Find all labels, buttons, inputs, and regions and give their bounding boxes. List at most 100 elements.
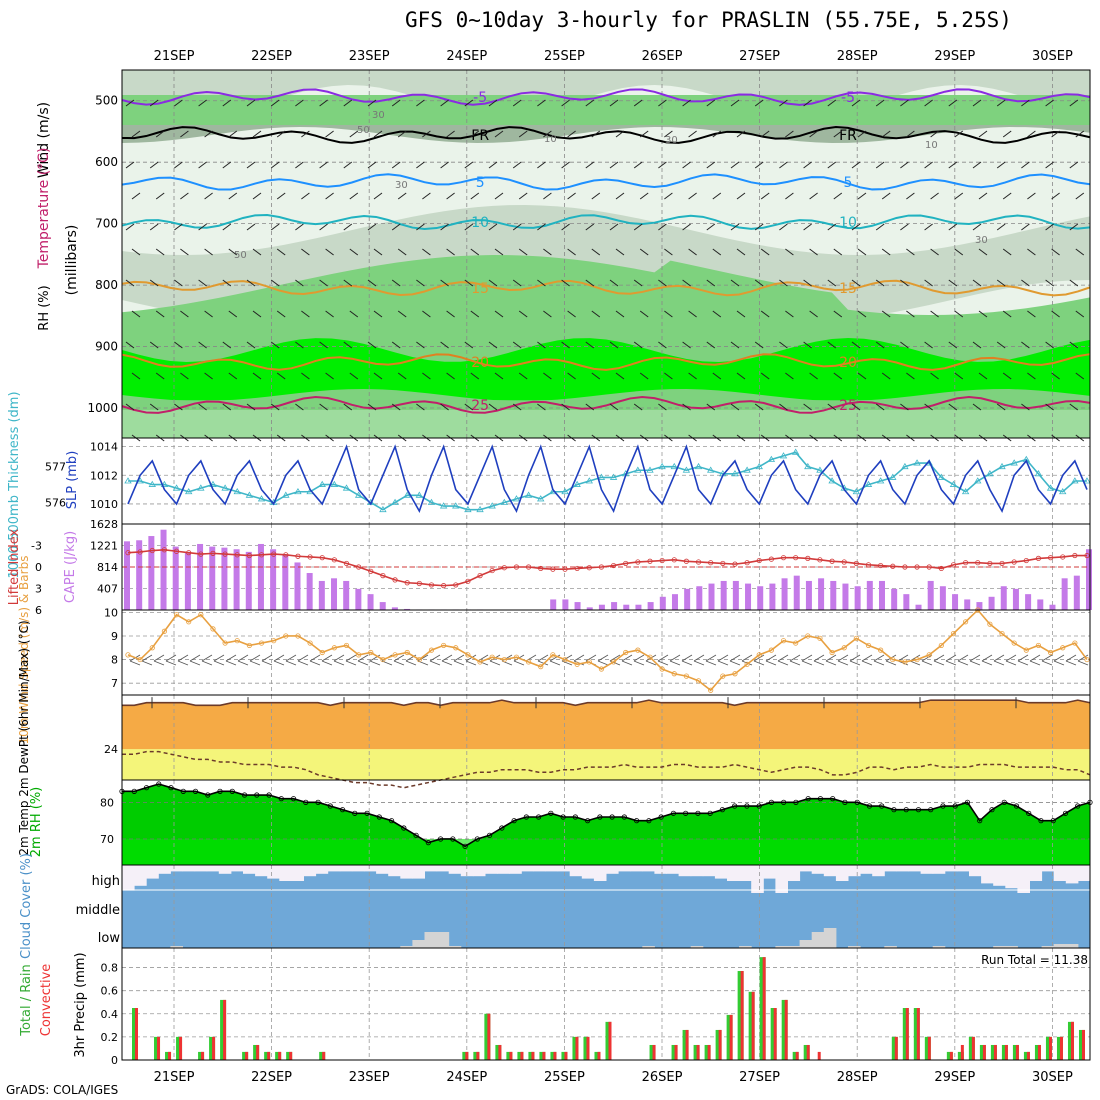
precip-conv-bar [817,1051,821,1060]
precip-conv-bar [465,1051,469,1060]
wind-barb [422,130,431,138]
cloud-high-bar [545,865,559,872]
wind-barb [779,403,788,411]
wind-barb [591,372,601,380]
rh2m-point [266,792,272,798]
pressure-tick-label: 700 [95,217,118,231]
wind-barb [779,341,788,349]
wind-barb [488,223,498,231]
wind-barb [1075,310,1085,318]
lifted-index-point [938,565,944,572]
rh2m-point [646,818,652,824]
rh2m-point [290,796,297,802]
wind-barb [1069,403,1079,411]
wind-barb [730,403,740,411]
wind-speed-point [295,633,301,639]
wind-barb [349,310,359,318]
pressure-tick-label: 500 [95,94,118,108]
date-label-top: 25SEP [544,49,585,64]
wind-barb [488,403,498,411]
cloud-high-bar [557,865,571,872]
cape-bar [1000,586,1007,610]
wind-barb [1021,279,1030,287]
rh2m-point [817,796,824,802]
date-label-top: 27SEP [739,49,780,64]
cape-bar [598,604,605,610]
lifted-index-point [222,551,228,557]
lifted-index-point [465,578,471,584]
surface-wind-barb [309,654,321,662]
wind-barb [440,99,449,107]
lifted-index-point [428,582,435,588]
wind10m-side-label: 10m Wind Speed (m/s) & Barbs [17,556,31,745]
surface-wind-barb [1029,660,1041,666]
cloud-high-bar [956,865,970,872]
precip-conv-bar [608,1021,612,1060]
rh2m-point [168,785,174,791]
wind-speed-point [538,664,544,670]
surface-wind-barb [825,654,837,662]
cape-bar [318,580,325,610]
cape-tick-label: 407 [97,583,118,596]
wind-barb [754,341,764,349]
cloud-high-bar [146,865,159,879]
wind-barb [996,99,1006,107]
wind-barb [809,248,818,256]
cape-bar [136,540,143,610]
wind-barb [633,99,643,107]
wind-speed-point [647,654,653,660]
surface-wind-barb [345,660,357,666]
cape-bar [830,580,837,610]
wind-barb [803,279,812,287]
surface-wind-barb [393,660,405,666]
wind-barb [833,192,843,200]
rh2m-point [842,799,848,805]
wind-barb [512,161,522,169]
cape-bar [282,554,289,610]
surface-wind-barb [513,660,525,666]
wind-barb [785,192,794,200]
wind-barb [174,99,183,107]
wind-speed-point [950,631,957,637]
date-label-bottom: 26SEP [642,1070,683,1085]
wind-barb [252,372,262,380]
precip-conv-bar [245,1051,249,1060]
wind-barb [809,372,818,380]
cape-bar [257,543,264,610]
credit-text: GrADS: COLA/IGES [6,1083,119,1097]
cloud-high-bar [436,865,450,872]
wind-barb [343,223,353,231]
wind-barb [972,341,982,349]
rh2m-point [413,832,419,838]
wind-barb [518,192,528,200]
wind-barb [416,279,425,287]
pressure-tick-label: 900 [95,340,118,354]
thickness-point [403,491,411,498]
wind-barb [561,341,570,349]
cloud-high-bar [848,865,861,877]
rh2m-point [683,810,689,816]
wind-barb [924,279,933,287]
wind-barb [276,192,286,200]
wind-barb [779,99,788,107]
rh2m-point [474,836,480,842]
wind-speed-point [562,656,568,663]
date-label-top: 21SEP [154,49,195,64]
cloud-low-bar [690,946,704,948]
wind-barb [972,161,982,169]
lifted-index-point [1084,552,1090,559]
cloud-high-bar [799,865,813,872]
slp-frame [121,437,1091,525]
wind-barb [367,161,377,169]
lifted-index-point [926,564,932,570]
thickness-point [816,466,824,473]
wind-barb [422,310,431,318]
lifted-index-point [125,550,131,556]
wind-barb [857,130,867,138]
cape-bar [197,543,204,610]
surface-wind-barb [177,660,189,666]
wind-barb [397,192,407,200]
cloud-high-bar [255,865,268,877]
wind-barb [875,403,885,411]
wind-barb [639,310,649,318]
